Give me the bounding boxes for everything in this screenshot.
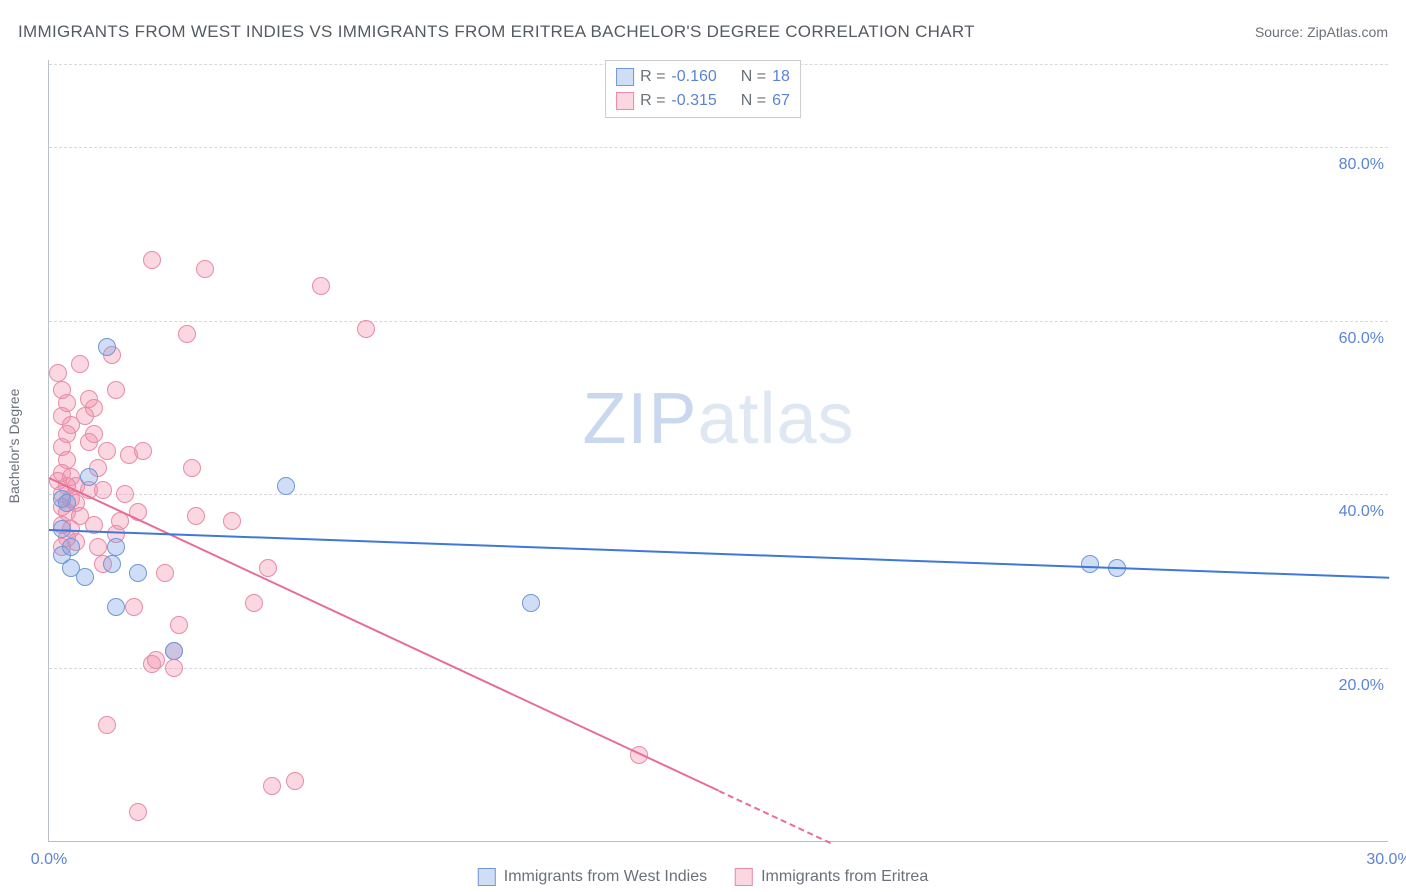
data-point-eritrea (245, 594, 263, 612)
data-point-eritrea (165, 659, 183, 677)
legend-item-west-indies: Immigrants from West Indies (478, 868, 707, 886)
data-point-west-indies (165, 642, 183, 660)
y-tick-label: 60.0% (1339, 330, 1390, 348)
data-point-eritrea (187, 507, 205, 525)
data-point-eritrea (71, 355, 89, 373)
gridline (49, 321, 1388, 322)
y-axis-title: Bachelor's Degree (6, 389, 22, 504)
data-point-west-indies (522, 594, 540, 612)
r-value-west-indies: -0.160 (671, 65, 716, 89)
data-point-eritrea (98, 716, 116, 734)
data-point-eritrea (263, 777, 281, 795)
source-label: Source: ZipAtlas.com (1255, 24, 1388, 40)
x-tick-label: 0.0% (31, 851, 67, 869)
data-point-eritrea (85, 425, 103, 443)
gridline (49, 668, 1388, 669)
x-tick-label: 30.0% (1366, 851, 1406, 869)
r-label: R = (640, 89, 665, 113)
trend-line (719, 790, 832, 844)
data-point-eritrea (259, 559, 277, 577)
data-point-eritrea (183, 459, 201, 477)
data-point-west-indies (80, 468, 98, 486)
swatch-eritrea (735, 868, 753, 886)
data-point-eritrea (156, 564, 174, 582)
data-point-eritrea (129, 803, 147, 821)
gridline (49, 494, 1388, 495)
y-tick-label: 80.0% (1339, 156, 1390, 174)
n-value-eritrea: 67 (772, 89, 790, 113)
data-point-west-indies (107, 538, 125, 556)
data-point-west-indies (103, 555, 121, 573)
legend-item-eritrea: Immigrants from Eritrea (735, 868, 928, 886)
legend-label-west-indies: Immigrants from West Indies (504, 868, 707, 886)
data-point-eritrea (116, 485, 134, 503)
data-point-eritrea (89, 538, 107, 556)
legend-stats-row-west-indies: R = -0.160 N = 18 (616, 65, 790, 89)
data-point-eritrea (134, 442, 152, 460)
data-point-west-indies (129, 564, 147, 582)
data-point-eritrea (357, 320, 375, 338)
swatch-west-indies (478, 868, 496, 886)
gridline (49, 147, 1388, 148)
data-point-eritrea (80, 390, 98, 408)
y-tick-label: 20.0% (1339, 677, 1390, 695)
data-point-eritrea (223, 512, 241, 530)
data-point-west-indies (107, 598, 125, 616)
data-point-west-indies (1081, 555, 1099, 573)
swatch-eritrea (616, 92, 634, 110)
data-point-west-indies (277, 477, 295, 495)
data-point-eritrea (178, 325, 196, 343)
data-point-eritrea (170, 616, 188, 634)
data-point-eritrea (49, 364, 67, 382)
watermark-zip: ZIP (582, 379, 697, 459)
data-point-eritrea (196, 260, 214, 278)
data-point-west-indies (98, 338, 116, 356)
data-point-eritrea (312, 277, 330, 295)
n-label: N = (741, 65, 766, 89)
data-point-eritrea (125, 598, 143, 616)
data-point-west-indies (62, 538, 80, 556)
swatch-west-indies (616, 68, 634, 86)
legend-stats: R = -0.160 N = 18 R = -0.315 N = 67 (605, 60, 801, 118)
data-point-eritrea (58, 394, 76, 412)
r-value-eritrea: -0.315 (671, 89, 716, 113)
plot-area: ZIPatlas 20.0%40.0%60.0%80.0%0.0%30.0% (48, 60, 1388, 842)
chart-title: IMMIGRANTS FROM WEST INDIES VS IMMIGRANT… (18, 22, 975, 42)
data-point-eritrea (107, 381, 125, 399)
legend-label-eritrea: Immigrants from Eritrea (761, 868, 928, 886)
legend-series: Immigrants from West Indies Immigrants f… (478, 868, 928, 886)
data-point-eritrea (147, 651, 165, 669)
legend-stats-row-eritrea: R = -0.315 N = 67 (616, 89, 790, 113)
n-label: N = (741, 89, 766, 113)
n-value-west-indies: 18 (772, 65, 790, 89)
trend-line (49, 477, 720, 792)
data-point-west-indies (76, 568, 94, 586)
watermark-atlas: atlas (697, 379, 854, 459)
y-tick-label: 40.0% (1339, 503, 1390, 521)
data-point-eritrea (62, 416, 80, 434)
data-point-eritrea (98, 442, 116, 460)
data-point-west-indies (58, 494, 76, 512)
r-label: R = (640, 65, 665, 89)
data-point-eritrea (286, 772, 304, 790)
watermark: ZIPatlas (582, 378, 854, 460)
data-point-eritrea (143, 251, 161, 269)
